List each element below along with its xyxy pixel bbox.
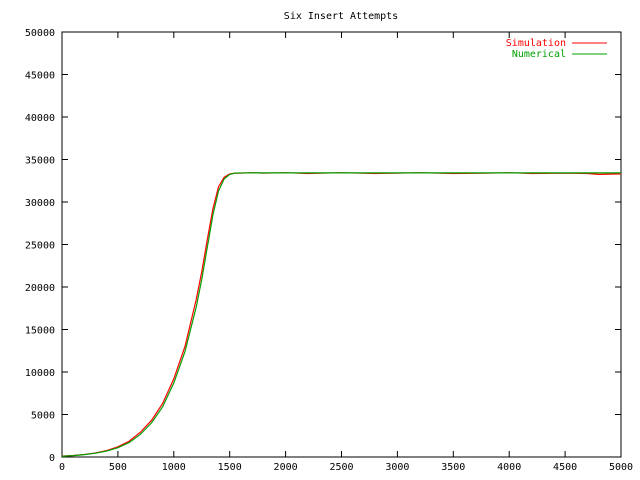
series-line-numerical [61, 172, 621, 457]
x-tick-label: 0 [59, 462, 65, 473]
y-tick-label: 15000 [25, 326, 55, 337]
series-layer [61, 172, 622, 457]
plot-area-border [61, 31, 622, 458]
legend-label-simulation: Simulation [506, 38, 566, 49]
x-tick-label: 3500 [441, 462, 465, 473]
x-tick-label: 1500 [218, 462, 242, 473]
y-tick-label: 25000 [25, 241, 55, 252]
y-tick-label: 20000 [25, 283, 55, 294]
x-tick-label: 2500 [329, 462, 353, 473]
x-tick-label: 3000 [385, 462, 409, 473]
y-tick-label: 50000 [25, 28, 55, 39]
legend-label-numerical: Numerical [512, 49, 566, 60]
y-tick-label: 10000 [25, 368, 55, 379]
axis-ticks: 0 500 1000 1500 2000 2500 3000 3500 4000 4500 5000… [25, 28, 633, 473]
x-tick-label: 4000 [497, 462, 521, 473]
chart-title: Six Insert Attempts [284, 11, 398, 22]
y-tick-label: 40000 [25, 113, 55, 124]
series-line-simulation [61, 172, 622, 457]
y-tick-label: 0 [49, 453, 55, 464]
x-tick-label: 1000 [162, 462, 186, 473]
y-tick-label: 5000 [31, 411, 55, 422]
legend: Simulation Numerical [506, 38, 607, 60]
y-tick-label: 35000 [25, 156, 55, 167]
x-tick-label: 2000 [274, 462, 298, 473]
x-tick-label: 500 [109, 462, 127, 473]
x-tick-label: 4500 [553, 462, 577, 473]
y-tick-label: 30000 [25, 198, 55, 209]
x-tick-label: 5000 [609, 462, 633, 473]
y-tick-label: 45000 [25, 71, 55, 82]
